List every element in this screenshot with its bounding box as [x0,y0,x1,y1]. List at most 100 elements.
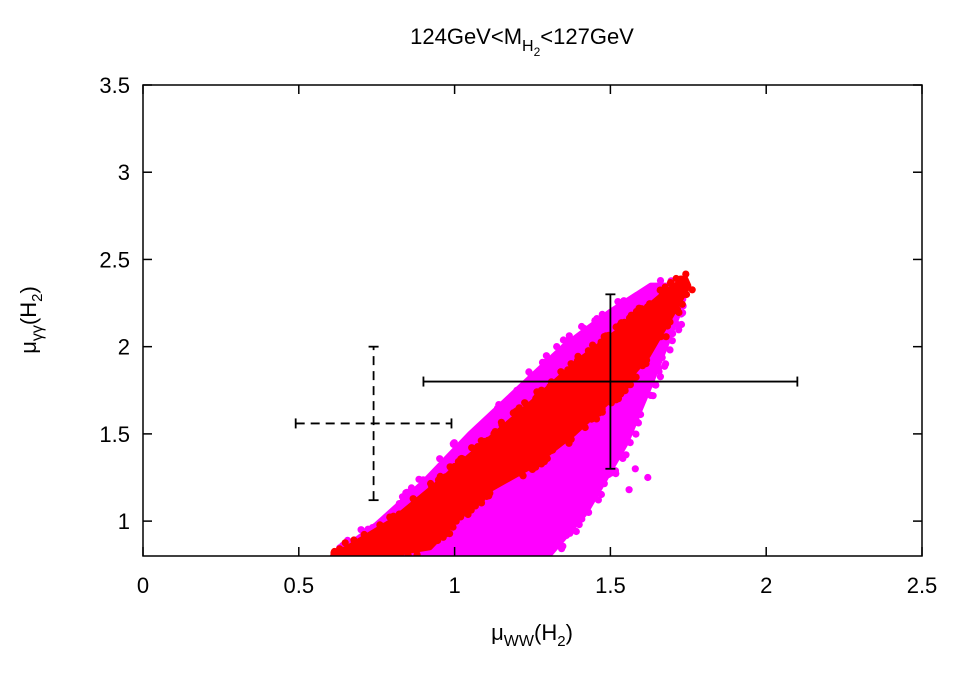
scatter-point [491,428,499,436]
scatter-point [560,526,568,534]
scatter-point [621,387,629,395]
scatter-point [672,274,680,283]
scatter-point [538,543,546,551]
scatter-point [422,543,430,551]
scatter-point [546,556,553,563]
x-tick-label: 2 [760,573,772,598]
scatter-point [495,496,503,504]
scatter-point [666,279,675,287]
scatter-point [386,513,394,521]
scatter-point [415,475,423,483]
scatter-point [362,557,369,564]
scatter-point [410,557,417,564]
scatter-point [564,366,572,374]
scatter-point [406,505,414,513]
scatter-point [377,557,384,564]
scatter-point [626,381,635,389]
scatter-point [427,479,435,488]
scatter-point [462,532,471,540]
scatter-point [646,300,654,308]
scatter-point [341,559,348,566]
scatter-point [497,477,505,485]
scatter-point [629,320,637,328]
scatter-point [626,439,634,447]
xlabel-subscript: 2 [557,633,565,650]
ylabel-close: ) [16,286,41,293]
scatter-point [591,486,599,494]
scatter-point [500,526,508,534]
error-bar-solid [422,293,799,470]
scatter-point [411,504,419,512]
scatter-point [620,414,629,422]
scatter-point [364,557,371,564]
scatter-point [458,506,466,514]
error-bar-dashed [294,345,453,502]
scatter-point [634,419,643,427]
scatter-point [553,343,561,351]
scatter-point [536,508,544,516]
scatter-point [363,557,370,564]
scatter-point [546,382,554,391]
scatter-point [439,553,448,556]
scatter-point [594,496,603,504]
scatter-point [361,554,369,556]
scatter-point [603,356,611,364]
scatter-point [597,338,605,346]
scatter-point [656,286,664,294]
scatter-point [607,469,615,477]
y-tick-label: 3 [118,160,130,185]
scatter-point [438,524,446,533]
series-red [330,270,696,566]
scatter-point [613,446,621,454]
tick-layer: 0 0.5 1 1.5 2 2.5 1 1.5 2 2.5 3 3.5 [99,73,937,598]
scatter-point [573,403,581,412]
scatter-point [673,306,682,314]
scatter-point [625,486,633,494]
scatter-point [645,328,654,336]
title-suffix: <127GeV [540,24,634,49]
y-tick-label: 1.5 [99,422,130,447]
scatter-point [540,559,547,566]
scatter-point [585,335,593,343]
chart-title: 124GeV<MH2<127GeV [410,24,634,59]
scatter-point [647,338,655,347]
scatter-point [495,401,503,409]
scatter-point [656,277,665,285]
scatter-point [569,491,577,499]
scatter-point [532,463,540,471]
scatter-point [571,415,580,424]
scatter-point [662,360,670,368]
scatter-point [501,422,509,430]
scatter-point [468,444,476,452]
scatter-point [668,337,676,345]
x-tick-label: 2.5 [907,573,938,598]
title-sub: H [522,38,534,55]
scatter-point [549,446,557,454]
scatter-point [513,386,521,394]
scatter-point [631,465,639,473]
scatter-point [516,509,525,518]
scatter-point [379,522,387,531]
scatter-point [544,538,552,546]
scatter-point [600,333,608,341]
scatter-point [621,346,629,354]
scatter-point [391,558,398,565]
scatter-point [519,495,527,503]
scatter-point [623,303,631,311]
plot-frame [142,84,923,557]
scatter-point [430,504,438,512]
scatter-point [620,318,629,326]
xlabel-sub: WW [504,633,535,650]
scatter-point [583,379,591,387]
scatter-point [591,317,599,325]
scatter-point [550,522,558,530]
scatter-point [528,557,535,564]
scatter-point [366,558,373,565]
scatter-point [528,531,537,539]
scatter-point [622,451,630,459]
scatter-point [341,552,349,556]
scatter-point [573,357,582,365]
scatter-point [525,546,533,555]
x-tick-label: 1 [448,573,460,598]
